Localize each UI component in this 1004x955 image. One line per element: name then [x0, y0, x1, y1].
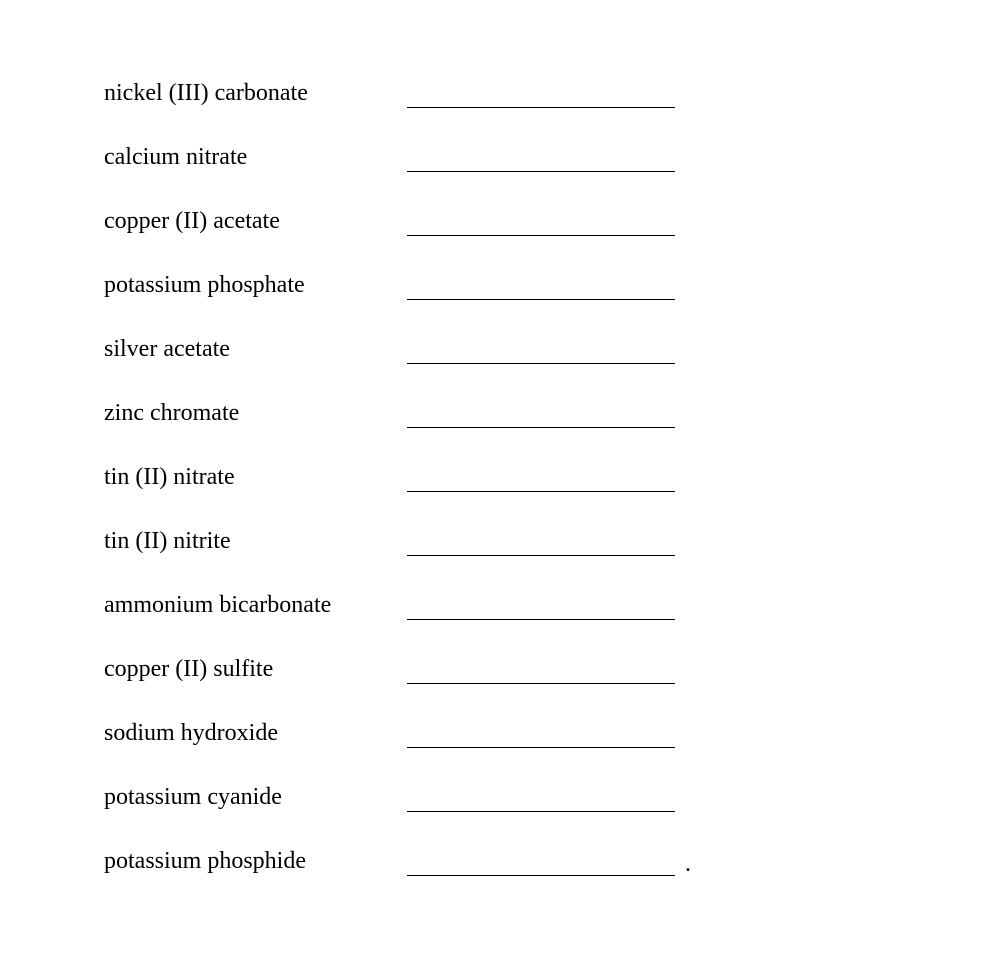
compound-name-label: potassium phosphate: [104, 271, 389, 300]
compound-name-label: copper (II) sulfite: [104, 655, 389, 684]
answer-blank[interactable]: [407, 148, 675, 172]
compound-name-label: ammonium bicarbonate: [104, 591, 389, 620]
worksheet-row: copper (II) sulfite: [104, 652, 1004, 684]
answer-blank[interactable]: [407, 212, 675, 236]
answer-blank[interactable]: [407, 660, 675, 684]
trailing-text: .: [685, 852, 691, 876]
worksheet-row: zinc chromate: [104, 396, 1004, 428]
worksheet-row: potassium cyanide: [104, 780, 1004, 812]
compound-name-label: copper (II) acetate: [104, 207, 389, 236]
compound-name-label: silver acetate: [104, 335, 389, 364]
worksheet-row: tin (II) nitrite: [104, 524, 1004, 556]
answer-blank[interactable]: [407, 532, 675, 556]
worksheet-row: silver acetate: [104, 332, 1004, 364]
compound-name-label: potassium phosphide: [104, 847, 389, 876]
worksheet-container: nickel (III) carbonate calcium nitrate c…: [104, 76, 1004, 908]
answer-blank[interactable]: [407, 276, 675, 300]
compound-name-label: calcium nitrate: [104, 143, 389, 172]
answer-blank[interactable]: [407, 596, 675, 620]
answer-blank[interactable]: [407, 468, 675, 492]
answer-blank[interactable]: [407, 788, 675, 812]
compound-name-label: nickel (III) carbonate: [104, 79, 389, 108]
compound-name-label: tin (II) nitrate: [104, 463, 389, 492]
worksheet-row: potassium phosphate: [104, 268, 1004, 300]
compound-name-label: tin (II) nitrite: [104, 527, 389, 556]
worksheet-row: ammonium bicarbonate: [104, 588, 1004, 620]
worksheet-row: copper (II) acetate: [104, 204, 1004, 236]
worksheet-row: calcium nitrate: [104, 140, 1004, 172]
compound-name-label: sodium hydroxide: [104, 719, 389, 748]
worksheet-row: tin (II) nitrate: [104, 460, 1004, 492]
answer-blank[interactable]: [407, 404, 675, 428]
answer-blank[interactable]: [407, 852, 675, 876]
compound-name-label: zinc chromate: [104, 399, 389, 428]
answer-blank[interactable]: [407, 84, 675, 108]
worksheet-row: nickel (III) carbonate: [104, 76, 1004, 108]
compound-name-label: potassium cyanide: [104, 783, 389, 812]
worksheet-row: potassium phosphide .: [104, 844, 1004, 876]
worksheet-row: sodium hydroxide: [104, 716, 1004, 748]
answer-blank[interactable]: [407, 724, 675, 748]
answer-blank[interactable]: [407, 340, 675, 364]
